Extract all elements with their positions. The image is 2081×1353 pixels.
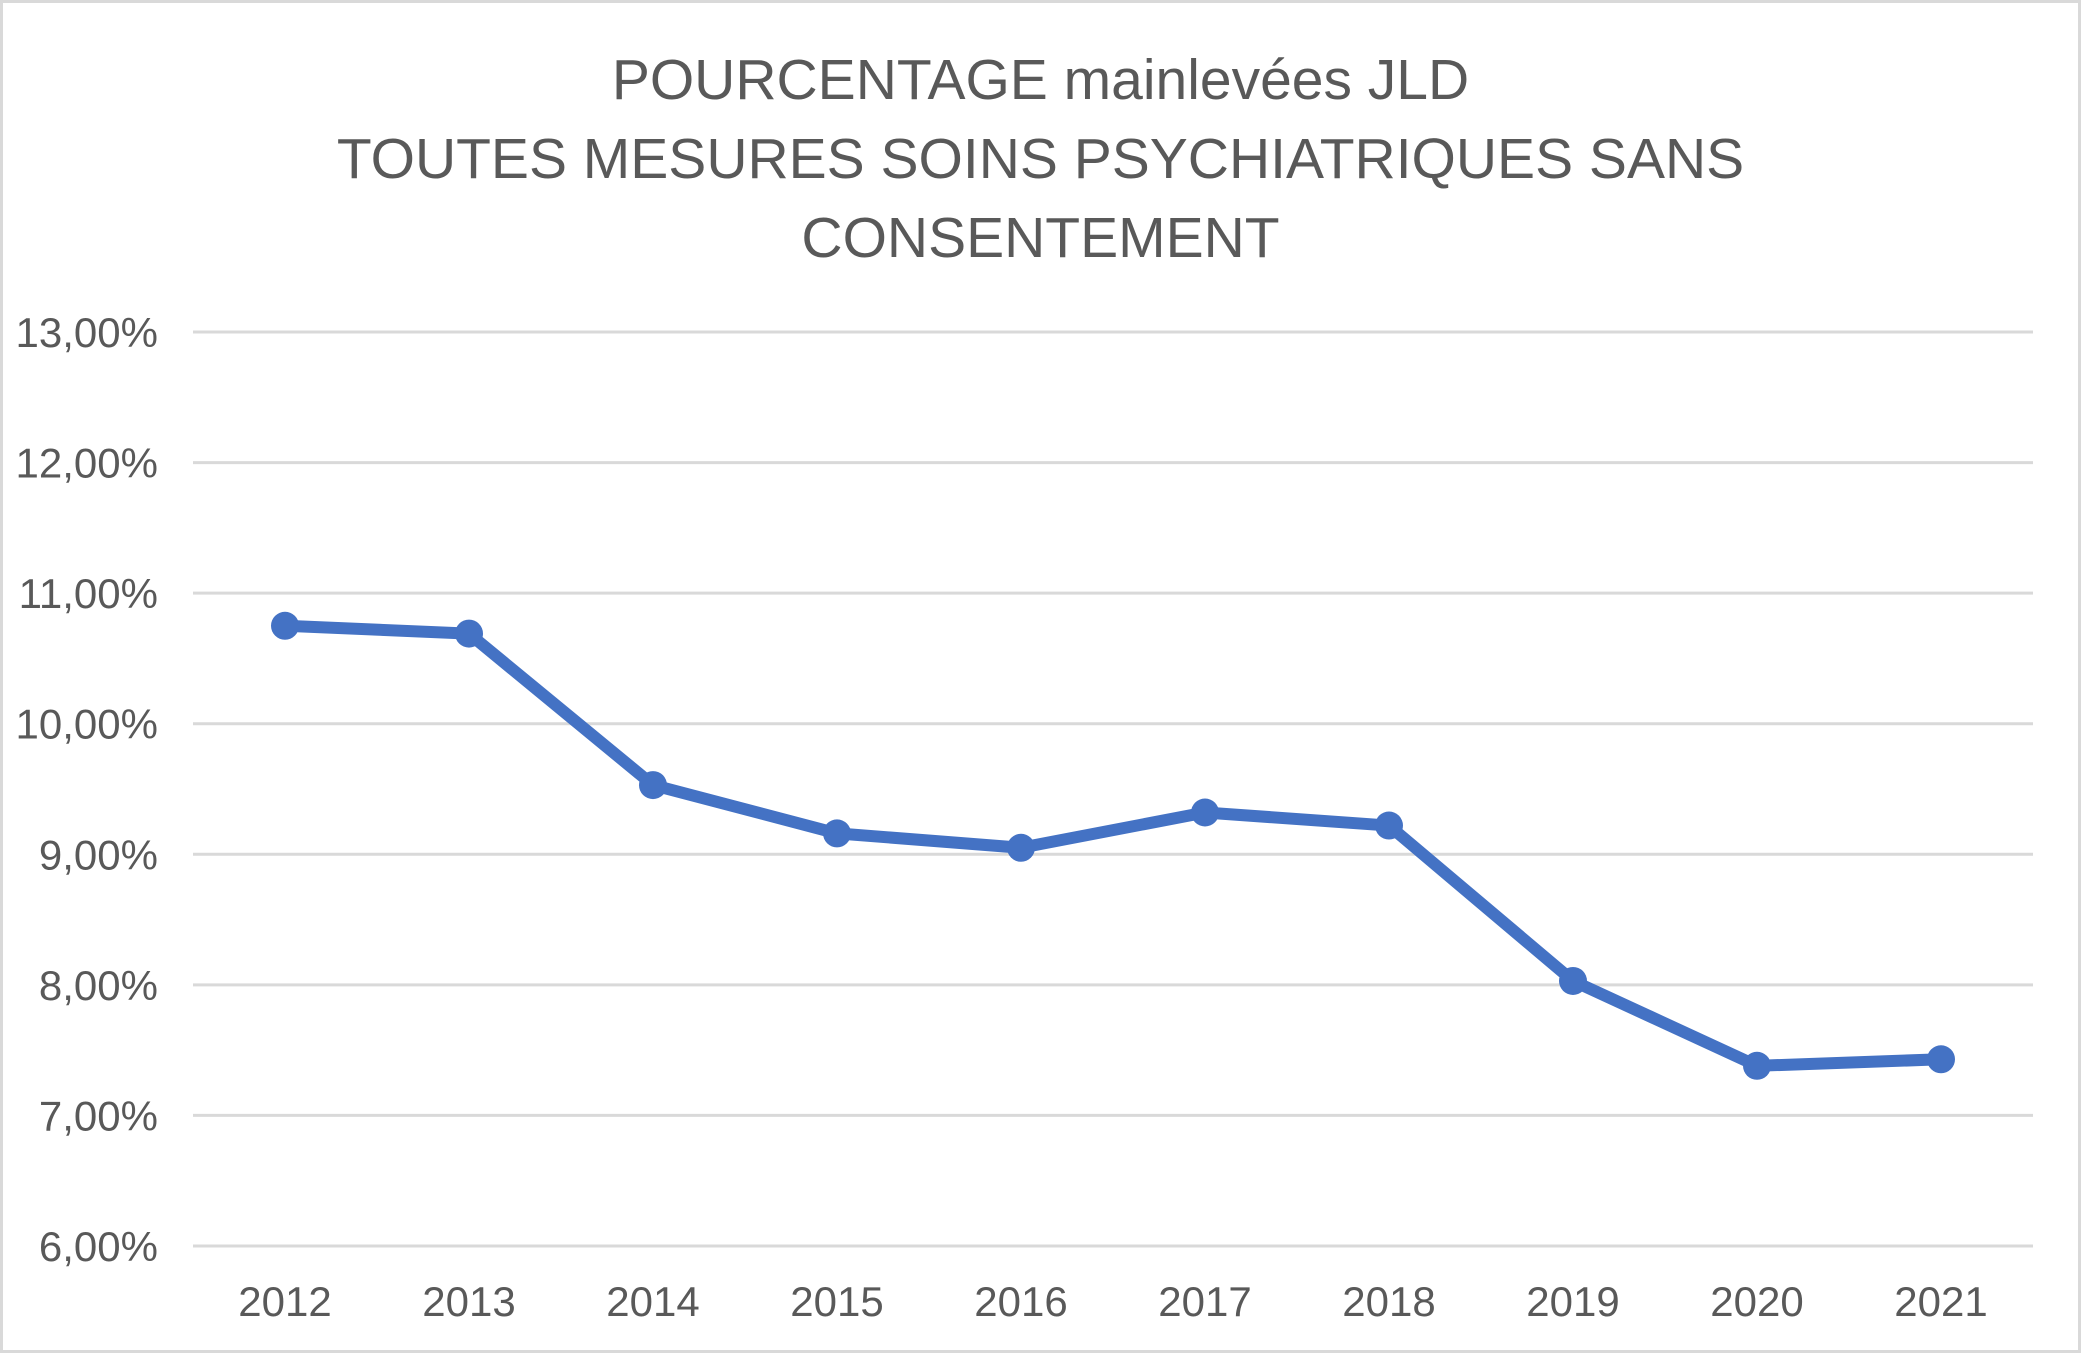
y-tick-label: 7,00% [39,1092,158,1139]
x-tick-label-2015: 2015 [790,1278,883,1325]
y-tick-label: 13,00% [16,309,158,356]
data-point-2019 [1559,966,1587,995]
x-tick-label-2013: 2013 [422,1278,515,1325]
x-tick-label-2012: 2012 [238,1278,331,1325]
data-point-2013 [455,619,483,648]
data-point-2020 [1743,1051,1771,1080]
y-tick-label: 8,00% [39,962,158,1009]
x-tick-label-2021: 2021 [1894,1278,1987,1325]
chart-title-line-2: TOUTES MESURES SOINS PSYCHIATRIQUES SANS [336,127,1745,191]
data-point-2021 [1927,1045,1955,1074]
x-tick-label-2017: 2017 [1158,1278,1251,1325]
data-point-2017 [1191,798,1219,827]
x-tick-label-2019: 2019 [1526,1278,1619,1325]
y-tick-label: 12,00% [16,440,158,487]
data-point-2014 [639,771,667,800]
x-tick-label-2016: 2016 [974,1278,1067,1325]
data-point-2015 [823,819,851,848]
data-point-2018 [1375,811,1403,840]
x-tick-label-2018: 2018 [1342,1278,1435,1325]
y-tick-label: 9,00% [39,831,158,878]
chart-title-line-1: POURCENTAGE mainlevées JLD [611,48,1470,112]
data-point-2016 [1007,833,1035,862]
line-chart-plot: 13,00% 12,00% 11,00% 10,00% 9,00% 8,00% 7,00% 6… [16,309,2033,1325]
data-series-line [279,619,1947,1072]
y-tick-label: 11,00% [19,570,158,617]
data-point-2012 [271,611,299,640]
y-tick-label: 10,00% [16,701,158,748]
chart-title-line-3: CONSENTEMENT [801,206,1280,270]
chart-title: POURCENTAGE mainlevées JLD TOUTES MESURE… [3,41,2078,278]
x-tick-label-2014: 2014 [606,1278,699,1325]
y-tick-label: 6,00% [39,1223,158,1270]
x-tick-label-2020: 2020 [1710,1278,1803,1325]
